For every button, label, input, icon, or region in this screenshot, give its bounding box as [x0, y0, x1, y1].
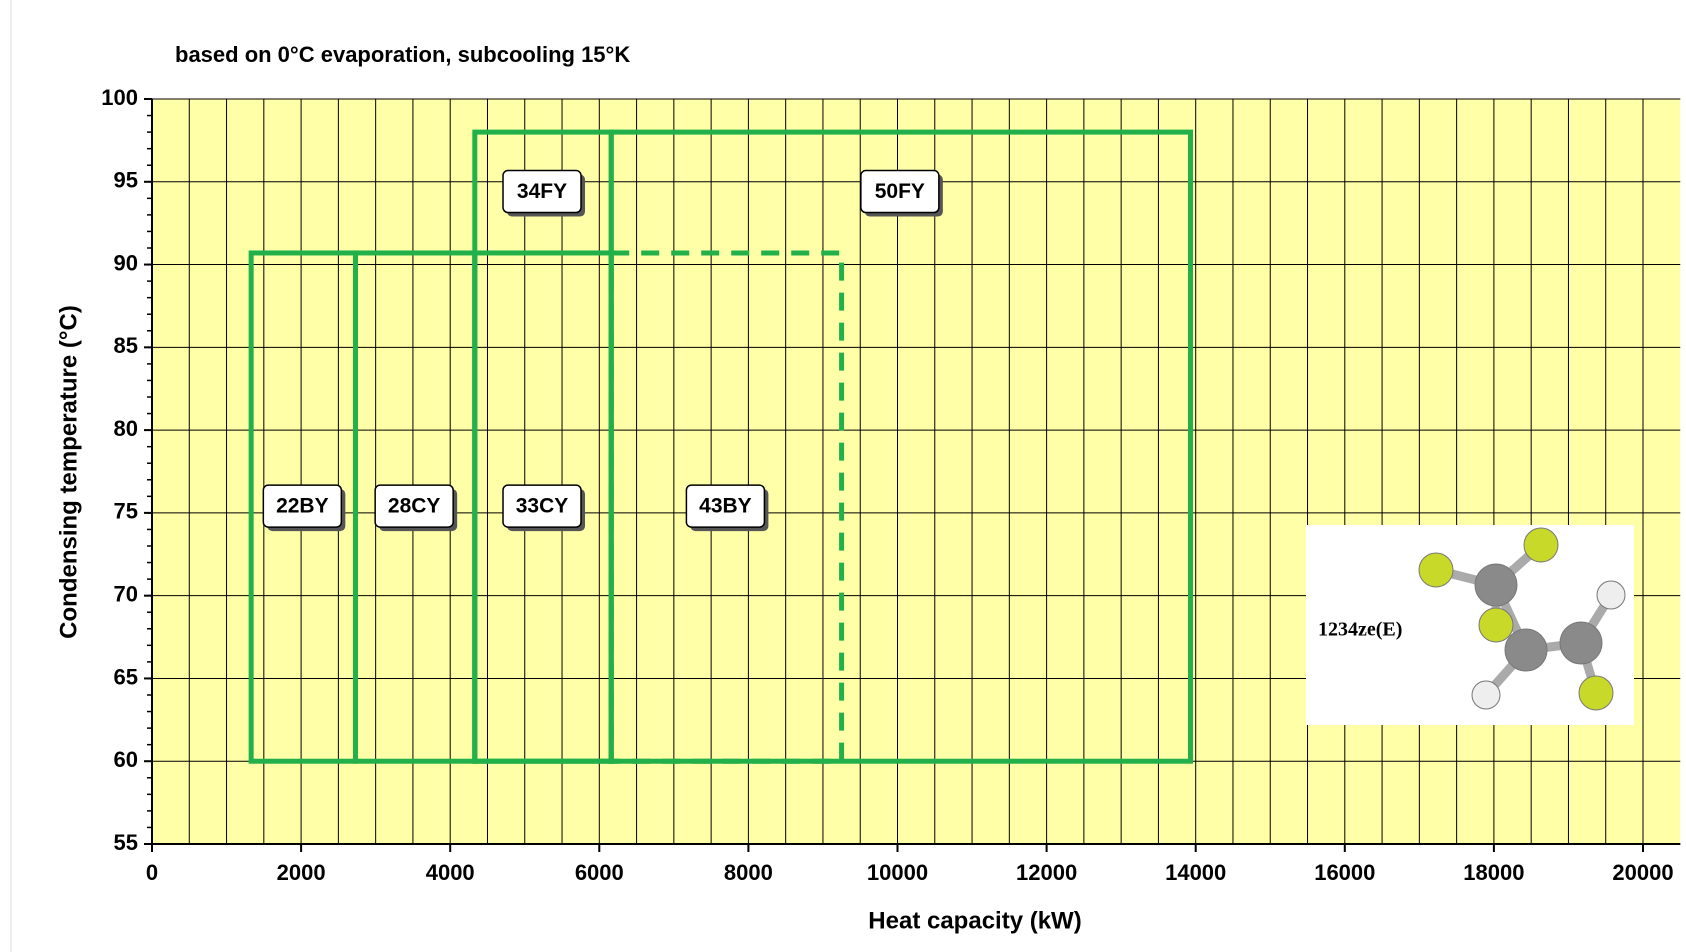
x-axis-label: Heat capacity (kW): [868, 907, 1081, 934]
envelope-label: 43BY: [686, 485, 768, 531]
chart-subtitle: based on 0°C evaporation, subcooling 15°…: [175, 42, 630, 67]
x-tick-label: 16000: [1314, 860, 1375, 885]
x-tick-label: 18000: [1463, 860, 1524, 885]
y-tick-label: 100: [101, 85, 138, 110]
atom: [1419, 553, 1453, 587]
atom: [1479, 608, 1513, 642]
y-tick-label: 80: [114, 416, 138, 441]
x-tick-label: 14000: [1165, 860, 1226, 885]
envelope-name: 43BY: [699, 495, 752, 518]
atom: [1560, 622, 1602, 664]
envelope-name: 34FY: [517, 180, 567, 203]
atom: [1475, 564, 1517, 606]
x-tick-label: 4000: [426, 860, 475, 885]
y-tick-label: 75: [114, 499, 138, 524]
y-tick-label: 60: [114, 747, 138, 772]
envelope-name: 33CY: [516, 495, 569, 518]
y-tick-label: 65: [114, 664, 138, 689]
y-tick-label: 70: [114, 581, 138, 606]
x-tick-label: 8000: [724, 860, 773, 885]
x-tick-label: 6000: [575, 860, 624, 885]
y-tick-label: 95: [114, 168, 138, 193]
envelope-label: 33CY: [503, 485, 585, 531]
envelope-label: 28CY: [375, 485, 457, 531]
inset-label: 1234ze(E): [1318, 619, 1402, 641]
x-tick-label: 12000: [1016, 860, 1077, 885]
envelope-label: 50FY: [861, 171, 943, 217]
envelope-label: 22BY: [263, 485, 345, 531]
y-tick-label: 90: [114, 250, 138, 275]
envelope-label: 34FY: [503, 171, 585, 217]
atom: [1505, 629, 1547, 671]
x-tick-label: 10000: [867, 860, 928, 885]
atom: [1579, 676, 1613, 710]
envelope-name: 50FY: [875, 180, 925, 203]
x-tick-label: 0: [146, 860, 158, 885]
atom: [1472, 681, 1500, 709]
chart: based on 0°C evaporation, subcooling 15°…: [0, 0, 1686, 952]
x-tick-label: 20000: [1612, 860, 1673, 885]
molecule-inset: 1234ze(E): [1306, 525, 1634, 725]
atom: [1524, 528, 1558, 562]
envelope-name: 28CY: [388, 495, 441, 518]
y-tick-label: 55: [114, 830, 138, 855]
y-tick-label: 85: [114, 333, 138, 358]
atom: [1597, 581, 1625, 609]
y-axis-label: Condensing temperature (°C): [55, 305, 82, 639]
envelope-name: 22BY: [276, 495, 329, 518]
x-tick-label: 2000: [277, 860, 326, 885]
